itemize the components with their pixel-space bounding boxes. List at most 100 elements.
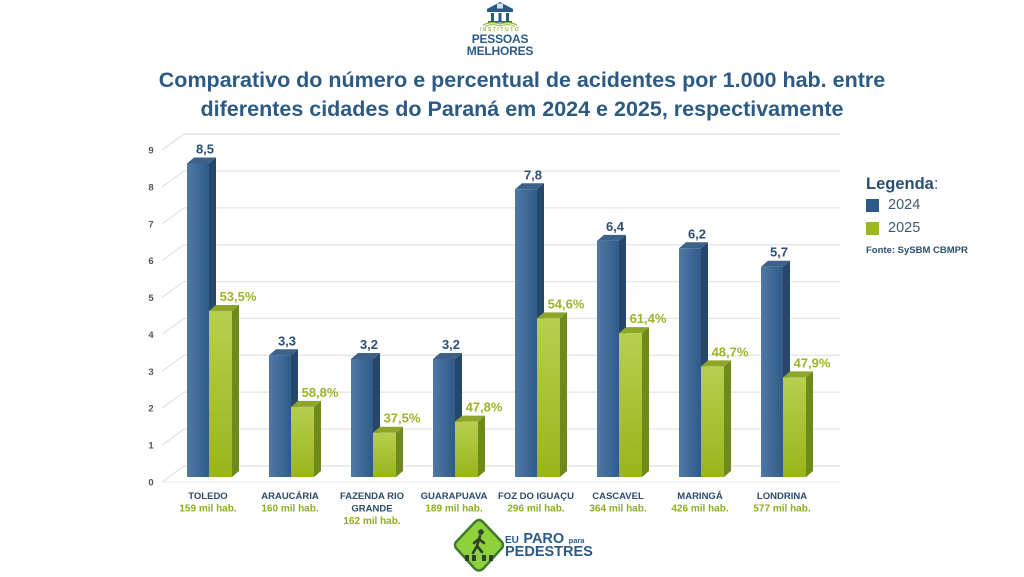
bar-2025-front [291, 406, 314, 477]
bar-2024-top [269, 349, 298, 356]
bar-2025-side [314, 400, 321, 477]
category-label: CASCAVEL [592, 491, 644, 502]
value-label-2025: 61,4% [630, 311, 667, 326]
bar-2024-front [597, 240, 619, 477]
logo-melhores-text: MELHORES [466, 44, 534, 58]
gridline [161, 133, 840, 151]
footer-logo-pedestres: PEDESTRES [505, 544, 593, 560]
legend-label-2025: 2025 [888, 220, 921, 236]
bar-2025-top [537, 312, 567, 319]
footer-logo-eu: EU [505, 535, 519, 546]
footer-logo-paro: PARO [523, 531, 565, 547]
bar-2025-front [619, 333, 642, 477]
gridlines [161, 133, 840, 483]
population-label: 426 mil hab. [671, 504, 728, 515]
value-label-2025: 53,5% [220, 289, 257, 304]
legend-item-2024: 2024 [866, 196, 1016, 217]
value-label-2024: 5,7 [770, 245, 788, 260]
legend-swatch-2025 [866, 222, 879, 235]
bar-2024 [679, 242, 708, 477]
chart-title-line-2: diferentes cidades do Paraná em 2024 e 2… [200, 97, 844, 121]
population-label: 364 mil hab. [589, 504, 646, 515]
bar-2024-top [433, 352, 462, 359]
category-label: FAZENDA RIO [340, 491, 404, 502]
value-label-2024: 3,2 [360, 337, 378, 352]
bar-2024-top [187, 157, 216, 164]
population-label: 159 mil hab. [179, 504, 236, 515]
bar-2025 [291, 400, 321, 477]
legend-title: Legenda: [866, 174, 1016, 194]
value-label-2025: 54,6% [548, 296, 585, 311]
value-label-2025: 48,7% [712, 344, 749, 359]
bar-2025 [619, 327, 649, 477]
gridline [161, 428, 840, 446]
instituto-pessoas-melhores-logo: INSTITUTO PESSOAS MELHORES [462, 0, 538, 60]
y-tick-label: 1 [148, 441, 154, 452]
bar-2024-top [351, 352, 380, 359]
value-label-2025: 58,8% [302, 385, 339, 400]
bar-2025-front [783, 377, 806, 477]
y-tick-label: 0 [148, 478, 153, 489]
bar-2025-front [209, 311, 232, 477]
value-label-2025: 37,5% [384, 411, 421, 426]
bar-chart: 0 1 2 3 4 5 6 7 8 9 8,5 53,5% TOLEDO 159 mil hab. 3,3 5… [148, 133, 840, 527]
legend-title-text: Legenda [866, 175, 934, 193]
logo-instituto-text: INSTITUTO [479, 27, 521, 33]
gridline [161, 207, 840, 225]
legend-item-2025: 2025 [866, 219, 1016, 240]
bar-2025-top [619, 327, 649, 334]
chart-title-line-1: Comparativo do número e percentual de ac… [158, 68, 886, 92]
bar-2025-top [291, 400, 321, 407]
legend: Legenda: 2024 2025 Fonte: SySBM CBMPR [866, 174, 1016, 256]
bar-2025-side [232, 305, 239, 477]
value-label-2025: 47,9% [794, 355, 831, 370]
bar-2025-side [478, 415, 485, 477]
bar-2025-top [783, 371, 813, 378]
y-tick-label: 3 [148, 367, 153, 378]
population-label: 296 mil hab. [507, 504, 564, 515]
population-label: 189 mil hab. [425, 504, 482, 515]
pedestrian-crossing-sign-icon [453, 518, 505, 572]
gridline [161, 317, 840, 336]
value-label-2024: 6,2 [688, 226, 706, 241]
bar-2024-front [679, 248, 701, 477]
bar-2025 [373, 426, 403, 477]
value-label-2024: 7,8 [524, 167, 542, 182]
bar-2025-front [455, 421, 478, 477]
value-label-2024: 3,2 [442, 337, 460, 352]
bar-2024-front [515, 189, 537, 477]
bar-2024-top [597, 234, 626, 241]
gridline [161, 280, 840, 299]
legend-title-colon: : [933, 175, 939, 193]
bar-2025-side [560, 312, 567, 477]
bar-2024-top [761, 260, 790, 267]
bar-2024-top [679, 242, 708, 249]
y-tick-label: 9 [148, 146, 153, 157]
building-icon [482, 2, 518, 27]
bar-2024-top [515, 183, 544, 190]
category-label: GRANDE [351, 504, 392, 515]
labels: 0 1 2 3 4 5 6 7 8 9 8,5 53,5% TOLEDO 159 mil hab. 3,3 5… [148, 141, 831, 527]
bar-2025 [455, 415, 485, 477]
gridline [161, 170, 840, 188]
bar-2025-top [455, 415, 485, 422]
gridline [161, 465, 840, 483]
legend-label-2024: 2024 [888, 197, 921, 213]
category-label: GUARAPUAVA [421, 491, 488, 502]
bar-2024-front [433, 358, 455, 477]
bar-2024-front [269, 355, 291, 477]
value-label-2024: 6,4 [606, 219, 625, 234]
data-source: Fonte: SySBM CBMPR [866, 245, 968, 256]
bar-2025 [209, 305, 239, 477]
bar-2025-front [537, 318, 560, 477]
gridline [161, 243, 840, 262]
bar-2025-top [373, 426, 403, 433]
eu-paro-para-pedestres-logo: EU PARO para PEDESTRES [452, 518, 593, 575]
bar-2025-top [209, 305, 239, 311]
bar-2025-side [642, 327, 649, 477]
population-label: 577 mil hab. [753, 504, 810, 515]
y-tick-label: 8 [148, 182, 153, 193]
bar-2024-front [187, 163, 209, 477]
y-tick-label: 4 [148, 330, 154, 341]
bar-2025-side [724, 360, 731, 477]
